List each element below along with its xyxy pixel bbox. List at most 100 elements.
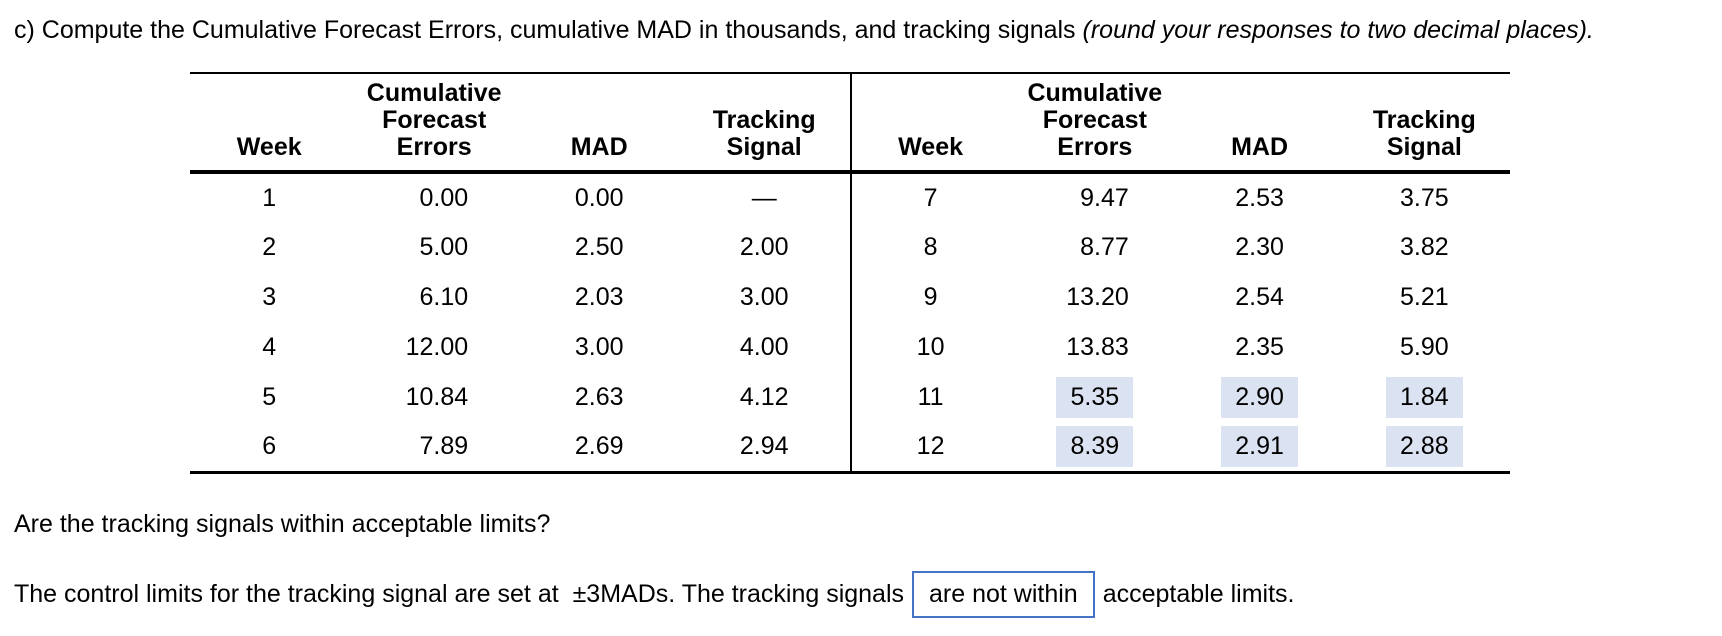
cell-week: 6 — [262, 431, 277, 460]
table-row: 3 6.10 2.03 3.00 — [190, 272, 850, 322]
cell-cumulative-forecast-errors: 6.10 — [348, 272, 520, 322]
value: 2.30 — [1235, 232, 1284, 261]
value: 13.20 — [1066, 282, 1129, 311]
cell-mad: 0.00 — [520, 172, 678, 222]
answer-cell-entered-value[interactable]: 5.35 — [1056, 376, 1134, 418]
table-row: 2 5.00 2.50 2.00 — [190, 222, 850, 272]
value: 6.10 — [419, 282, 469, 311]
cell-tracking-signal: 4.00 — [678, 322, 850, 372]
cell-week: 8 — [923, 232, 938, 261]
value: 2.53 — [1235, 183, 1284, 212]
cell-cumulative-forecast-errors: 8.39 — [1009, 422, 1180, 472]
value: 2.00 — [739, 232, 789, 261]
cell-week: 1 — [262, 183, 277, 212]
value: 2.35 — [1235, 332, 1284, 361]
table-row: 9 13.20 2.54 5.21 — [851, 272, 1510, 322]
value: 12.00 — [405, 332, 469, 361]
cell-cumulative-forecast-errors: 0.00 — [348, 172, 520, 222]
value: 0.00 — [419, 183, 469, 212]
answer-cell-entered-value[interactable]: 2.91 — [1221, 425, 1298, 467]
col-header-cumulative-forecast-errors: Cumulative Forecast Errors — [1009, 73, 1181, 174]
answer-cell-entered-value[interactable]: 1.84 — [1385, 376, 1463, 418]
col-header-mad: MAD — [1180, 73, 1339, 174]
value: 3.82 — [1399, 232, 1449, 261]
cell-mad: 2.69 — [520, 422, 678, 472]
cell-week: 9 — [923, 282, 938, 311]
value: 9.47 — [1080, 183, 1129, 212]
value: 2.69 — [574, 431, 624, 460]
value: — — [751, 183, 777, 212]
problem-statement-rounding-note: (round your responses to two decimal pla… — [1082, 16, 1594, 44]
value: 4.00 — [739, 332, 789, 361]
answer-cell-entered-value[interactable]: 2.88 — [1385, 425, 1463, 467]
cell-mad: 2.30 — [1180, 222, 1338, 272]
cell-cumulative-forecast-errors: 8.77 — [1009, 222, 1180, 272]
cell-cumulative-forecast-errors: 9.47 — [1009, 172, 1180, 222]
forecast-table-weeks-1-6: Week Cumulative Forecast Errors MAD Trac… — [190, 72, 850, 474]
cell-cumulative-forecast-errors: 5.00 — [348, 222, 520, 272]
col-header-mad: MAD — [519, 73, 679, 174]
table-row: 5 10.84 2.63 4.12 — [190, 372, 850, 422]
answer-cell-entered-value[interactable]: 8.39 — [1056, 425, 1134, 467]
value: 3.00 — [739, 282, 789, 311]
forecast-table-weeks-7-12: Week Cumulative Forecast Errors MAD Trac… — [850, 72, 1510, 474]
value: 2.54 — [1235, 282, 1284, 311]
header-row: Week Cumulative Forecast Errors MAD Trac… — [190, 73, 850, 174]
cell-week: 7 — [923, 183, 938, 212]
cell-cumulative-forecast-errors: 5.35 — [1009, 372, 1180, 422]
header-row: Week Cumulative Forecast Errors MAD Trac… — [851, 73, 1510, 174]
cell-mad: 2.53 — [1180, 172, 1338, 222]
table-row: 6 7.89 2.69 2.94 — [190, 422, 850, 472]
col-header-week: Week — [851, 73, 1010, 174]
value: 2.63 — [574, 382, 624, 411]
cell-tracking-signal: 5.90 — [1339, 322, 1510, 372]
col-header-cumulative-forecast-errors: Cumulative Forecast Errors — [348, 73, 520, 174]
cell-week: 12 — [916, 431, 945, 460]
forecast-table: Week Cumulative Forecast Errors MAD Trac… — [190, 72, 1512, 474]
value: 3.75 — [1399, 183, 1449, 212]
table-row: 11 5.35 2.90 1.84 — [851, 372, 1510, 422]
cell-cumulative-forecast-errors: 7.89 — [348, 422, 520, 472]
cell-week: 11 — [917, 382, 944, 411]
table-row: 7 9.47 2.53 3.75 — [851, 172, 1510, 222]
cell-tracking-signal: 3.00 — [678, 272, 850, 322]
cell-tracking-signal: 3.82 — [1339, 222, 1510, 272]
value: 2.94 — [739, 431, 789, 460]
answer-dropdown[interactable]: are not within — [912, 570, 1095, 618]
value: 7.89 — [419, 431, 469, 460]
answer-post-text: acceptable limits. — [1102, 579, 1295, 608]
col-header-week: Week — [190, 73, 349, 174]
cell-mad: 2.91 — [1180, 422, 1338, 472]
cell-tracking-signal: — — [678, 172, 850, 222]
cell-tracking-signal: 3.75 — [1339, 172, 1510, 222]
value: 5.21 — [1399, 282, 1449, 311]
table-row: 1 0.00 0.00 — — [190, 172, 850, 222]
value: 0.00 — [574, 183, 624, 212]
cell-tracking-signal: 5.21 — [1339, 272, 1510, 322]
answer-cell-entered-value[interactable]: 2.90 — [1221, 376, 1298, 418]
value: 13.83 — [1066, 332, 1129, 361]
question-text: Are the tracking signals within acceptab… — [14, 509, 551, 538]
cell-tracking-signal: 2.00 — [678, 222, 850, 272]
value: 8.77 — [1080, 232, 1129, 261]
cell-tracking-signal: 1.84 — [1339, 372, 1510, 422]
cell-week: 3 — [262, 282, 277, 311]
cell-cumulative-forecast-errors: 12.00 — [348, 322, 520, 372]
problem-statement: c) Compute the Cumulative Forecast Error… — [14, 16, 1722, 45]
table-row: 12 8.39 2.91 2.88 — [851, 422, 1510, 472]
value: 3.00 — [574, 332, 624, 361]
answer-pre-text: The control limits for the tracking sign… — [14, 579, 905, 608]
table-row: 4 12.00 3.00 4.00 — [190, 322, 850, 372]
value: 5.00 — [419, 232, 469, 261]
cell-mad: 2.63 — [520, 372, 678, 422]
cell-cumulative-forecast-errors: 10.84 — [348, 372, 520, 422]
cell-tracking-signal: 2.94 — [678, 422, 850, 472]
value: 2.50 — [574, 232, 624, 261]
value: 10.84 — [405, 382, 469, 411]
cell-mad: 2.35 — [1180, 322, 1338, 372]
cell-week: 2 — [262, 232, 277, 261]
cell-tracking-signal: 2.88 — [1339, 422, 1510, 472]
table-row: 8 8.77 2.30 3.82 — [851, 222, 1510, 272]
cell-mad: 3.00 — [520, 322, 678, 372]
